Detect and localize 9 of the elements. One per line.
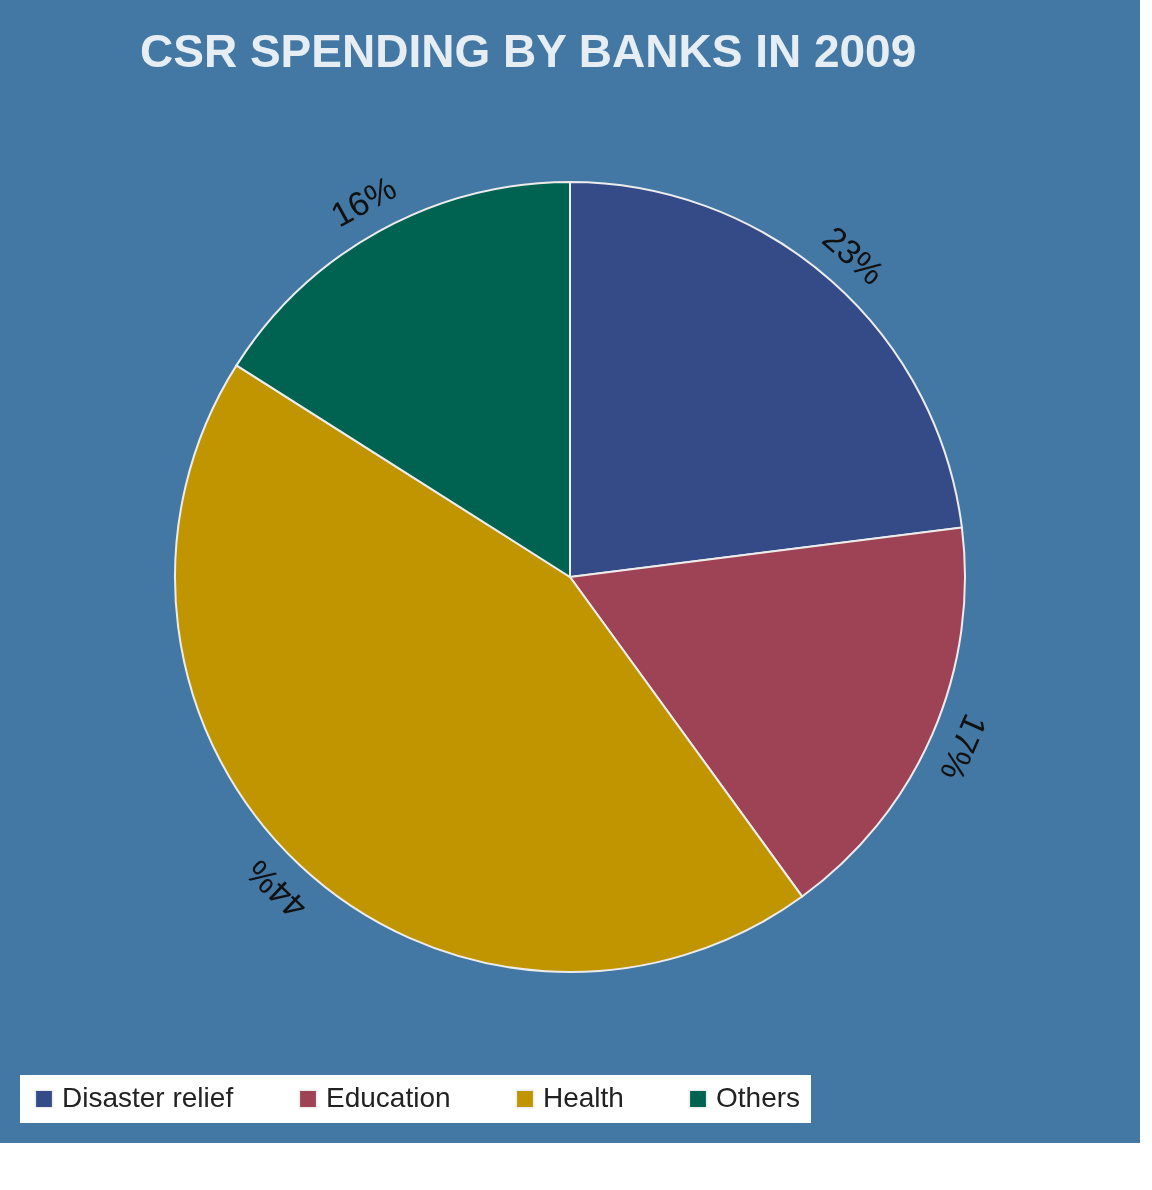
legend-label: Disaster relief (62, 1082, 234, 1113)
legend-label: Education (326, 1082, 451, 1113)
legend-label: Health (543, 1082, 624, 1113)
data-label: 17% (932, 708, 995, 787)
chart-title: CSR SPENDING BY BANKS IN 2009 (140, 25, 917, 77)
data-label: 23% (815, 218, 892, 292)
data-label: 44% (238, 852, 315, 927)
data-label: 16% (324, 168, 403, 235)
legend-label: Others (716, 1082, 801, 1113)
